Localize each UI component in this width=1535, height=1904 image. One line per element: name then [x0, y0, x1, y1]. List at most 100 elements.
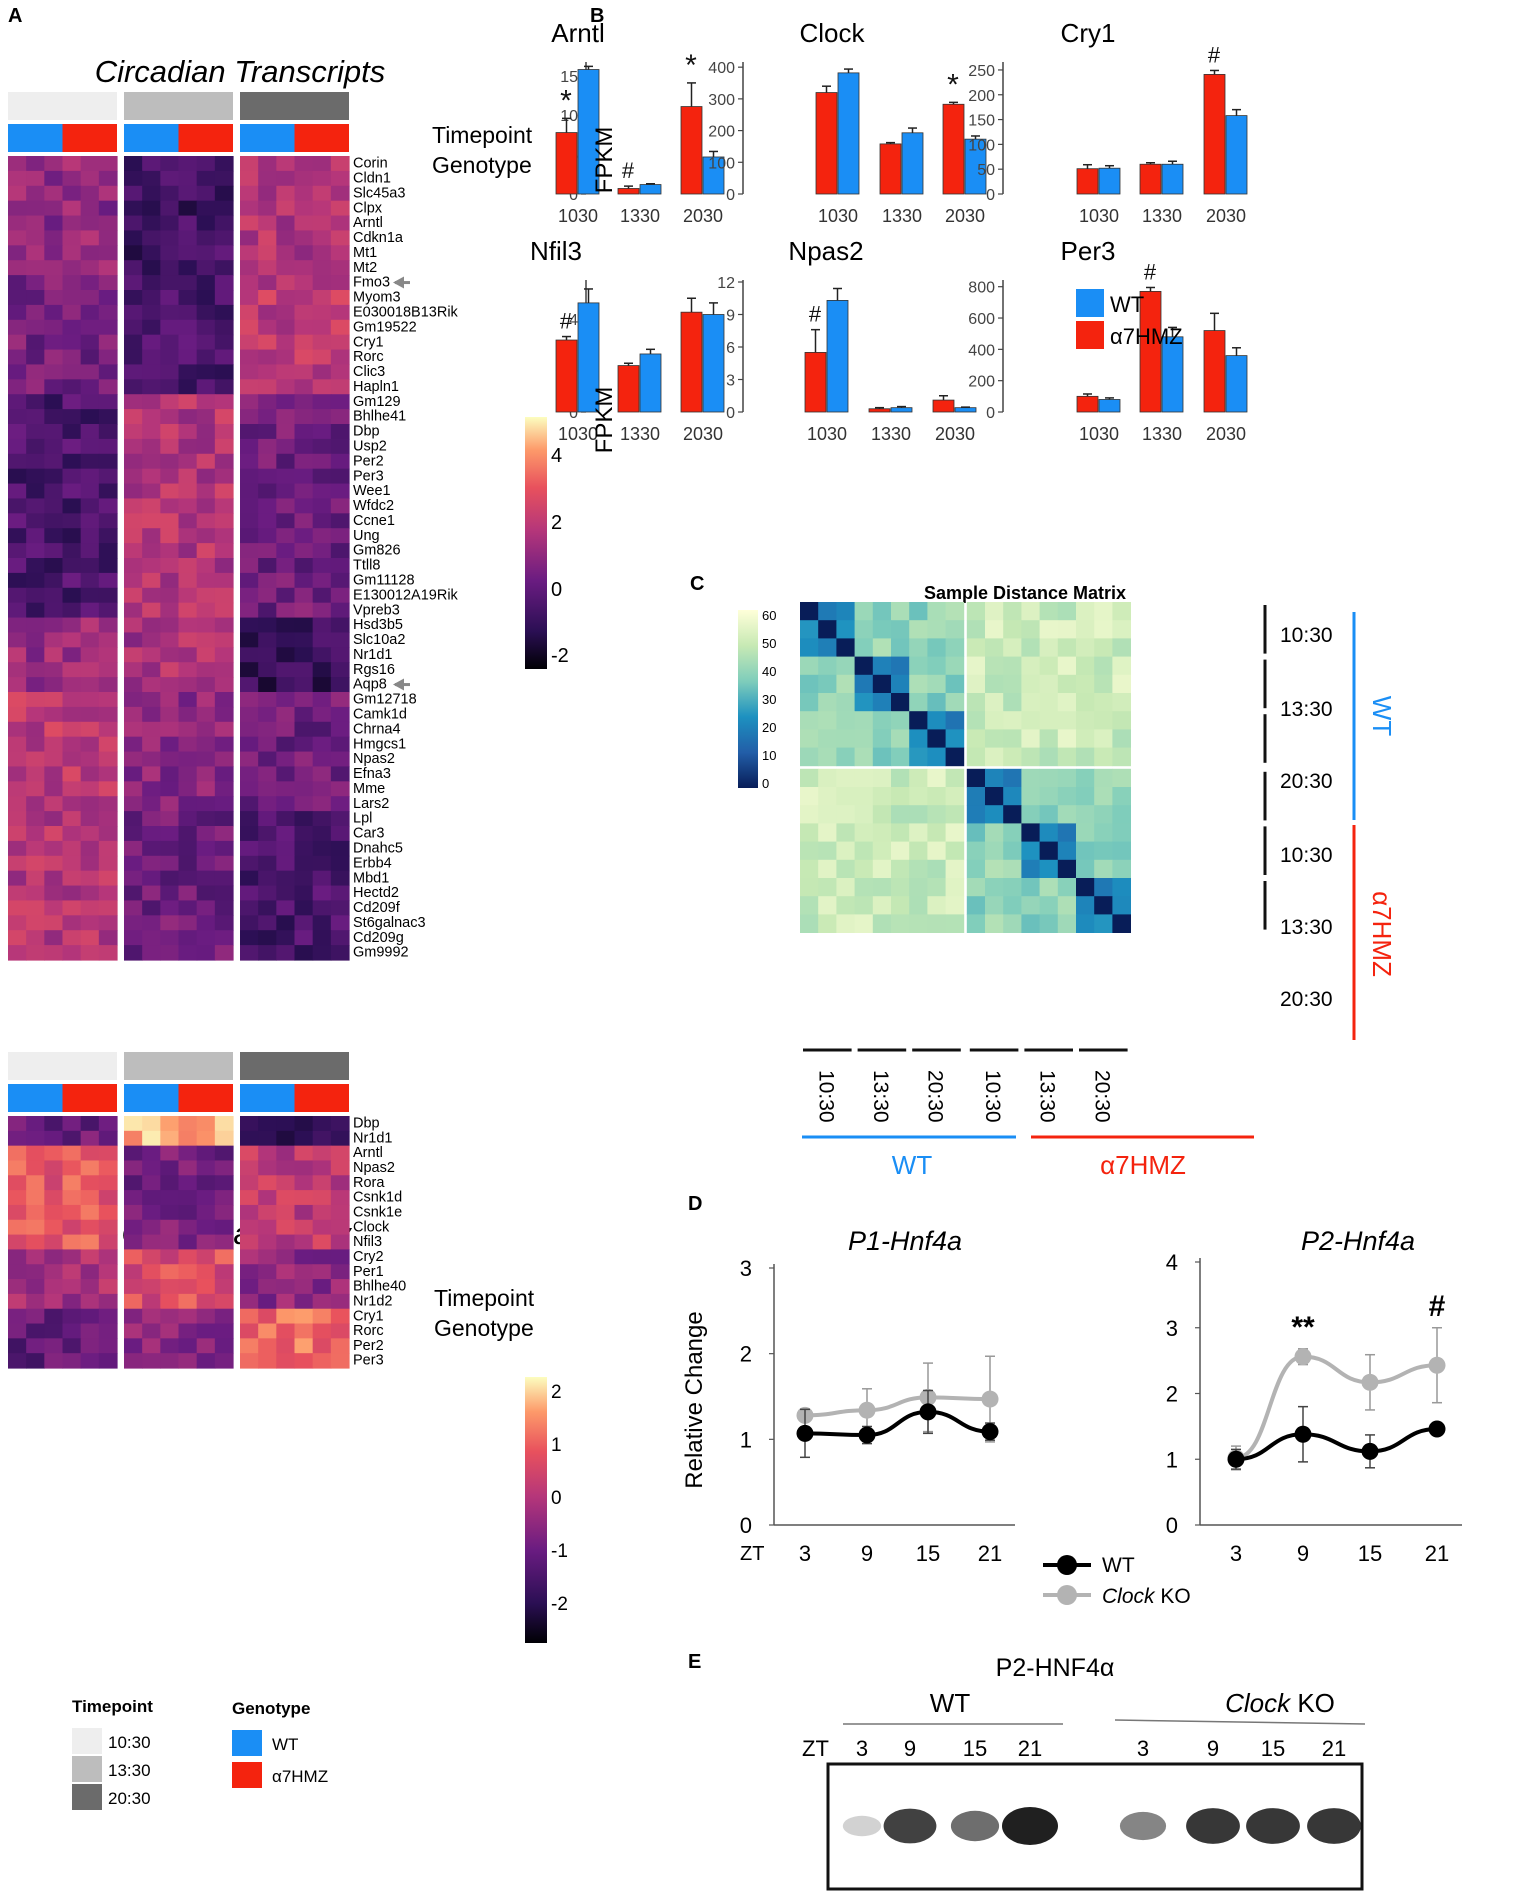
- heatmap-cell: [196, 409, 216, 425]
- heatmap-cell: [8, 736, 27, 753]
- heatmap-cell: [294, 245, 314, 261]
- significance-mark: #: [1429, 1290, 1446, 1323]
- heatmap-cell: [294, 766, 314, 782]
- heatmap-cell: [80, 840, 100, 857]
- distance-cell: [1021, 787, 1040, 806]
- heatmap-cell: [178, 498, 198, 514]
- heatmap-cell: [124, 185, 143, 202]
- heatmap-cell: [214, 1279, 234, 1295]
- heatmap-cell: [44, 766, 64, 782]
- panel-d-ylabel: Relative Change: [681, 1311, 708, 1488]
- heatmap-cell: [80, 498, 100, 514]
- distance-cell: [854, 729, 874, 748]
- heatmap-cell: [240, 1160, 259, 1176]
- distance-cell: [818, 693, 837, 712]
- heatmap-cell: [330, 1338, 350, 1354]
- gene-label: Mt1: [353, 245, 377, 261]
- heatmap-cell: [80, 230, 100, 246]
- heatmap-cell: [276, 1323, 296, 1339]
- distance-cell: [800, 711, 819, 730]
- distance-cell: [927, 859, 946, 879]
- distance-cell: [1076, 768, 1095, 788]
- heatmap-cell: [196, 930, 216, 946]
- heatmap-cell: [44, 632, 64, 648]
- gene-label: Gm11128: [353, 573, 415, 589]
- heatmap-cell: [196, 885, 216, 902]
- heatmap-cell: [178, 275, 198, 291]
- heatmap-cell: [80, 424, 100, 440]
- heatmap-cell: [80, 1308, 100, 1325]
- series-point: [858, 1426, 876, 1444]
- heatmap-cell: [258, 498, 277, 514]
- genotype-bar-wt: [8, 1084, 63, 1112]
- heatmap-cell: [178, 170, 198, 187]
- distance-cell: [800, 787, 819, 806]
- distance-cell: [1039, 656, 1059, 676]
- distance-cell: [909, 602, 928, 621]
- heatmap-cell: [258, 751, 277, 768]
- heatmap-cell: [98, 870, 118, 887]
- heatmap-cell: [142, 319, 161, 336]
- heatmap-cell: [62, 1160, 82, 1176]
- distance-cell: [1039, 878, 1059, 897]
- distance-cell: [1003, 620, 1022, 639]
- heatmap-cell: [330, 870, 350, 887]
- heatmap-cell: [80, 290, 100, 306]
- heatmap-cell: [124, 617, 143, 634]
- distance-cell: [891, 878, 910, 897]
- heatmap-cell: [294, 1145, 314, 1162]
- distance-cell: [927, 711, 946, 730]
- gene-label: Arntl: [353, 215, 383, 231]
- heatmap-cell: [8, 498, 27, 514]
- heatmap-cell: [142, 1308, 161, 1325]
- heatmap-cell: [26, 885, 45, 902]
- heatmap-cell: [330, 1130, 350, 1147]
- heatmap-cell: [258, 1249, 277, 1265]
- heatmap-cell: [44, 290, 64, 306]
- distance-cell: [1039, 602, 1059, 621]
- heatmap-cell: [62, 1116, 82, 1132]
- heatmap-cell: [160, 617, 180, 634]
- distance-cell: [909, 768, 928, 788]
- distance-cell: [945, 620, 965, 639]
- western-lane-label: 9: [1207, 1736, 1219, 1761]
- heatmap-cell: [8, 245, 27, 261]
- heatmap-cell: [258, 513, 277, 529]
- distance-cell: [1057, 711, 1077, 730]
- heatmap-cell: [80, 572, 100, 589]
- heatmap-cell: [124, 602, 143, 619]
- distance-cell: [818, 656, 837, 676]
- heatmap-cell: [8, 1353, 27, 1369]
- heatmap-cell: [80, 855, 100, 872]
- heatmap-cell: [98, 1160, 118, 1176]
- heatmap-cell: [258, 945, 277, 961]
- distance-cell: [872, 620, 892, 639]
- heatmap-cell: [178, 528, 198, 544]
- bar: [1139, 163, 1162, 195]
- heatmap-cell: [98, 602, 118, 619]
- heatmap-cell: [330, 840, 350, 857]
- distance-cell: [966, 768, 986, 788]
- heatmap-cell: [8, 572, 27, 589]
- heatmap-cell: [196, 706, 216, 723]
- heatmap-cell: [80, 1145, 100, 1162]
- heatmap-cell: [178, 945, 198, 961]
- heatmap-cell: [276, 468, 296, 485]
- heatmap-cell: [312, 826, 332, 842]
- heatmap-cell: [8, 1204, 27, 1221]
- heatmap-cell: [98, 796, 118, 812]
- distance-cell: [1112, 805, 1131, 824]
- heatmap-cell: [124, 587, 143, 604]
- heatmap-cell: [240, 1279, 259, 1295]
- heatmap-cell: [240, 1353, 259, 1369]
- heatmap-cell: [44, 870, 64, 887]
- heatmap-cell: [26, 662, 45, 678]
- distance-cell: [945, 656, 965, 676]
- heatmap-cell: [80, 721, 100, 738]
- bar-chart-xtick-label: 1030: [558, 424, 598, 444]
- panel-b-legend-wt-label: WT: [1110, 292, 1144, 317]
- western-lane-label: 21: [1018, 1736, 1042, 1761]
- distance-cell: [854, 693, 874, 712]
- bar-chart-xtick-label: 2030: [1206, 206, 1246, 226]
- distance-cell: [966, 914, 986, 933]
